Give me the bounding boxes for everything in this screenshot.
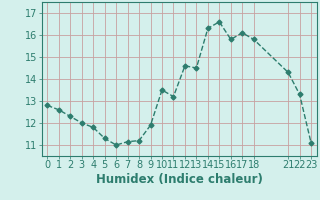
X-axis label: Humidex (Indice chaleur): Humidex (Indice chaleur) bbox=[96, 173, 263, 186]
